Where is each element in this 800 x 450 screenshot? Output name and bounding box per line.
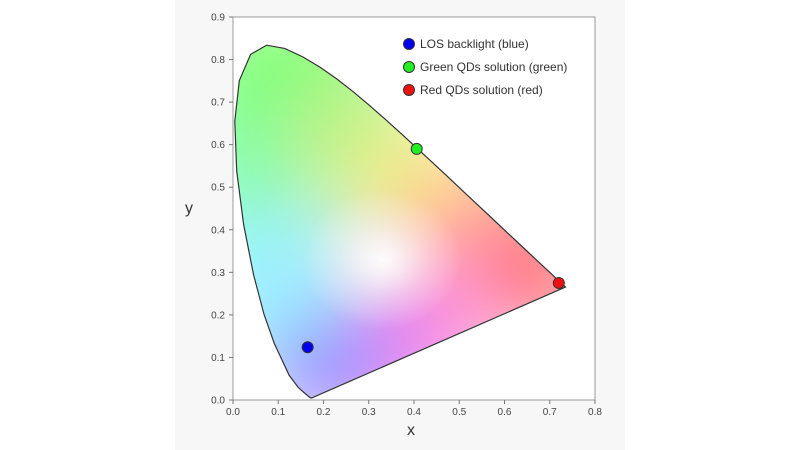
x-tick-label: 0.8 [588,407,602,418]
y-tick-label: 0.6 [211,140,225,151]
legend-marker-green [403,61,415,73]
data-point-green [410,142,423,155]
y-axis-ticks: 0.0 0.1 0.2 0.3 0.4 0.5 0.6 0.7 0.8 0.9 [211,13,233,407]
spectral-locus-outline [234,44,567,399]
legend-label-blue: LOS backlight (blue) [420,37,529,51]
y-tick-label: 0.1 [211,353,225,364]
x-axis-label: x [407,422,415,439]
x-axis-ticks: 0.0 0.1 0.2 0.3 0.4 0.5 0.6 0.7 0.8 [226,400,602,418]
white-point-glow [302,189,463,330]
x-tick-label: 0.0 [226,407,240,418]
legend: LOS backlight (blue) Green QDs solution … [403,37,567,97]
x-tick-label: 0.1 [271,407,285,418]
legend-marker-blue [403,38,415,50]
legend-marker-red [403,84,415,96]
legend-label-green: Green QDs solution (green) [420,60,567,74]
y-tick-label: 0.4 [211,225,225,236]
color-field-blob [485,221,566,332]
y-axis-label: y [185,200,193,217]
y-tick-label: 0.3 [211,268,225,279]
data-point-blue [301,341,314,354]
x-tick-label: 0.7 [543,407,557,418]
x-tick-label: 0.5 [452,407,466,418]
y-tick-label: 0.7 [211,98,225,109]
y-tick-label: 0.9 [211,13,225,24]
x-tick-label: 0.4 [407,407,421,418]
x-tick-label: 0.2 [317,407,331,418]
x-tick-label: 0.3 [362,407,376,418]
data-point-red [552,276,565,289]
x-tick-label: 0.6 [498,407,512,418]
y-tick-label: 0.2 [211,310,225,321]
data-points [301,142,565,354]
y-tick-label: 0.5 [211,183,225,194]
cie-chromaticity-chart: 0.0 0.1 0.2 0.3 0.4 0.5 0.6 0.7 0.8 0.0 0.1 0.2 0.3… [185,13,602,440]
chart-figure: 0.0 0.1 0.2 0.3 0.4 0.5 0.6 0.7 0.8 0.0 0.1 0.2 0.3… [175,0,625,450]
legend-label-red: Red QDs solution (red) [420,83,543,97]
y-tick-label: 0.8 [211,55,225,66]
y-tick-label: 0.0 [211,396,225,407]
